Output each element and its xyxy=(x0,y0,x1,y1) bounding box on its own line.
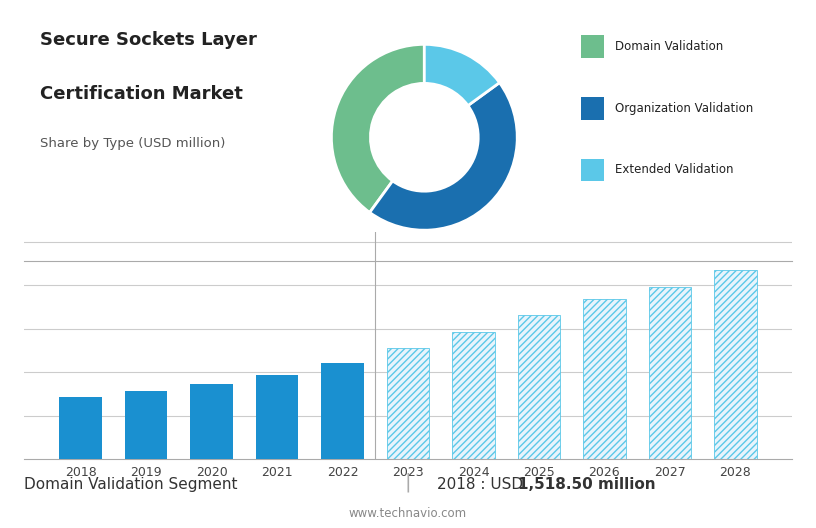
Bar xyxy=(387,348,429,459)
Bar xyxy=(60,397,102,459)
Bar xyxy=(517,315,561,459)
Bar xyxy=(583,299,626,459)
Text: Share by Type (USD million): Share by Type (USD million) xyxy=(40,137,225,150)
Bar xyxy=(452,332,494,459)
Bar xyxy=(649,287,691,459)
Bar xyxy=(452,332,494,459)
Text: Certification Market: Certification Market xyxy=(40,85,242,103)
FancyBboxPatch shape xyxy=(580,158,604,181)
Bar xyxy=(125,391,167,459)
Wedge shape xyxy=(331,44,424,212)
Text: Extended Validation: Extended Validation xyxy=(615,163,734,176)
Text: |: | xyxy=(405,473,411,492)
Bar xyxy=(583,299,626,459)
Bar xyxy=(255,375,299,459)
Text: Secure Sockets Layer: Secure Sockets Layer xyxy=(40,31,257,49)
Wedge shape xyxy=(424,44,499,106)
Bar xyxy=(387,348,429,459)
Bar xyxy=(322,363,364,459)
Bar xyxy=(714,270,756,459)
Wedge shape xyxy=(370,83,517,230)
Text: 1,518.50 million: 1,518.50 million xyxy=(518,477,656,492)
Bar xyxy=(517,315,561,459)
FancyBboxPatch shape xyxy=(580,35,604,58)
Bar xyxy=(649,287,691,459)
Text: Organization Validation: Organization Validation xyxy=(615,102,753,115)
Bar xyxy=(190,384,233,459)
FancyBboxPatch shape xyxy=(580,97,604,120)
Text: Domain Validation Segment: Domain Validation Segment xyxy=(24,477,238,492)
Bar xyxy=(714,270,756,459)
Text: 2018 : USD: 2018 : USD xyxy=(437,477,528,492)
Text: www.technavio.com: www.technavio.com xyxy=(349,507,467,520)
Text: Domain Validation: Domain Validation xyxy=(615,40,723,53)
